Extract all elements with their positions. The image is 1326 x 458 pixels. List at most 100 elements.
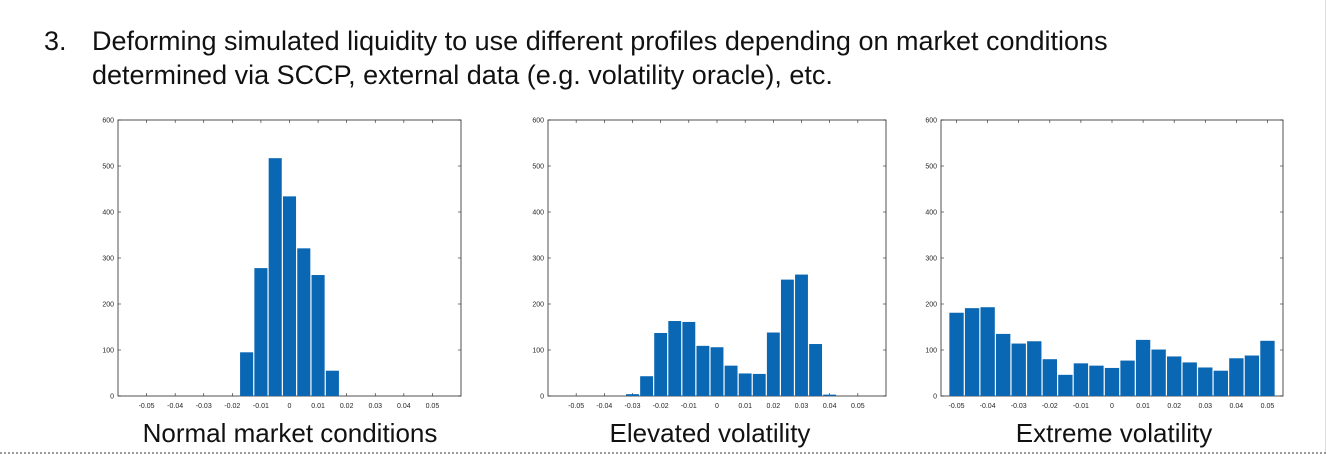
histogram-bar [682, 321, 696, 396]
x-tick-label: -0.01 [1073, 403, 1089, 410]
y-tick-label: 600 [532, 118, 544, 125]
bottom-divider [0, 452, 1326, 454]
x-tick-label: -0.03 [1011, 403, 1027, 410]
y-tick-label: 0 [540, 394, 544, 401]
y-tick-label: 200 [925, 302, 937, 309]
histogram-bar [297, 248, 311, 396]
y-tick-label: 100 [102, 348, 114, 355]
heading-line-2: determined via SCCP, external data (e.g.… [92, 60, 833, 90]
histogram-bar [1073, 363, 1089, 396]
histogram-bar [766, 332, 780, 396]
x-tick-label: 0 [715, 403, 719, 410]
y-tick-label: 300 [102, 256, 114, 263]
x-tick-label: -0.01 [681, 403, 697, 410]
x-tick-label: 0.03 [1198, 403, 1212, 410]
x-tick-label: -0.03 [625, 403, 641, 410]
x-tick-label: -0.02 [224, 403, 240, 410]
histogram-bar [240, 352, 254, 396]
y-tick-label: 500 [532, 164, 544, 171]
histogram-bar [1198, 367, 1213, 396]
y-tick-label: 500 [102, 164, 114, 171]
y-tick-label: 600 [925, 118, 937, 125]
x-tick-label: -0.02 [653, 403, 669, 410]
x-tick-label: -0.01 [253, 403, 269, 410]
caption-extreme: Extreme volatility [1015, 418, 1213, 448]
x-tick-label: 0.01 [738, 403, 752, 410]
y-tick-label: 0 [933, 394, 937, 401]
caption-normal: Normal market conditions [142, 418, 438, 448]
y-tick-label: 500 [925, 164, 937, 171]
histogram-bar [823, 394, 837, 396]
histogram-bar [795, 274, 808, 396]
y-tick-label: 600 [102, 118, 114, 125]
histogram-bar [1151, 349, 1166, 396]
x-tick-label: -0.04 [596, 403, 612, 410]
histogram-bar [964, 308, 980, 396]
x-tick-label: 0.03 [368, 403, 382, 410]
x-tick-label: 0.02 [767, 403, 781, 410]
histogram-bar [1027, 341, 1042, 396]
histogram-bar [311, 275, 325, 396]
histogram-bar [1229, 358, 1244, 396]
y-tick-label: 300 [925, 256, 937, 263]
histogram-bar [1104, 367, 1120, 396]
histogram-bar [696, 345, 710, 396]
histogram-bar [724, 365, 738, 396]
histogram-bar [668, 321, 682, 396]
x-tick-label: -0.04 [167, 403, 183, 410]
histogram-bar [1042, 359, 1057, 396]
y-tick-label: 300 [532, 256, 544, 263]
x-tick-label: 0.01 [311, 403, 325, 410]
histogram-bar [1120, 360, 1135, 396]
y-tick-label: 100 [532, 348, 544, 355]
histogram-bar [1011, 343, 1026, 396]
histogram-bar [1135, 339, 1151, 396]
histogram-extreme: 0 100 200 300 400 500 600 -0.05 -0.04 -0.03 -0.02 -… [925, 118, 1284, 410]
histogram-bar [626, 394, 639, 396]
y-tick-label: 100 [925, 348, 937, 355]
histogram-bar [1167, 356, 1182, 396]
x-tick-label: 0 [288, 403, 292, 410]
x-tick-label: 0.05 [1261, 403, 1275, 410]
x-tick-label: 0.04 [397, 403, 411, 410]
x-tick-label: 0.05 [426, 403, 440, 410]
y-tick-label: 0 [110, 394, 114, 401]
histogram-bar [1182, 362, 1197, 396]
y-tick-label: 200 [532, 302, 544, 309]
x-tick-label: 0 [1110, 403, 1114, 410]
x-tick-label: 0.02 [1167, 403, 1181, 410]
x-tick-label: -0.04 [980, 403, 996, 410]
x-tick-label: -0.05 [139, 403, 155, 410]
y-tick-label: 200 [102, 302, 114, 309]
histogram-bar [282, 196, 297, 396]
y-tick-label: 400 [532, 210, 544, 217]
histogram-bar [780, 279, 794, 396]
histogram-bar [268, 158, 282, 396]
heading-number: 3. [44, 26, 67, 56]
x-tick-label: -0.03 [196, 403, 212, 410]
x-tick-label: 0.05 [851, 403, 865, 410]
x-tick-label: 0.03 [795, 403, 809, 410]
histogram-bar [752, 373, 766, 396]
histogram-bar [640, 376, 654, 396]
caption-elevated: Elevated volatility [609, 418, 811, 448]
y-tick-label: 400 [102, 210, 114, 217]
histogram-normal: 0 100 200 300 400 500 600 -0.05 -0.04 -0.03 -0.02 -… [102, 118, 462, 410]
histogram-bar [809, 344, 823, 396]
histogram-elevated: 0 100 200 300 400 500 600 -0.05 -0.04 -0.03 -0.02 -… [532, 118, 887, 410]
x-tick-label: -0.02 [1042, 403, 1058, 410]
histogram-bar [1244, 355, 1260, 396]
x-tick-label: 0.04 [1230, 403, 1244, 410]
histogram-bar [1213, 370, 1228, 396]
x-tick-label: 0.04 [823, 403, 837, 410]
histogram-bar [1058, 374, 1073, 396]
x-tick-label: -0.05 [949, 403, 965, 410]
heading-line-1: Deforming simulated liquidity to use dif… [92, 26, 1108, 56]
x-tick-label: 0.02 [340, 403, 354, 410]
histogram-bar [654, 332, 668, 396]
histogram-bar [325, 370, 339, 396]
histogram-bar [980, 307, 995, 396]
histogram-bar [738, 373, 752, 396]
x-tick-label: -0.05 [568, 403, 584, 410]
histogram-bar [1089, 365, 1104, 396]
